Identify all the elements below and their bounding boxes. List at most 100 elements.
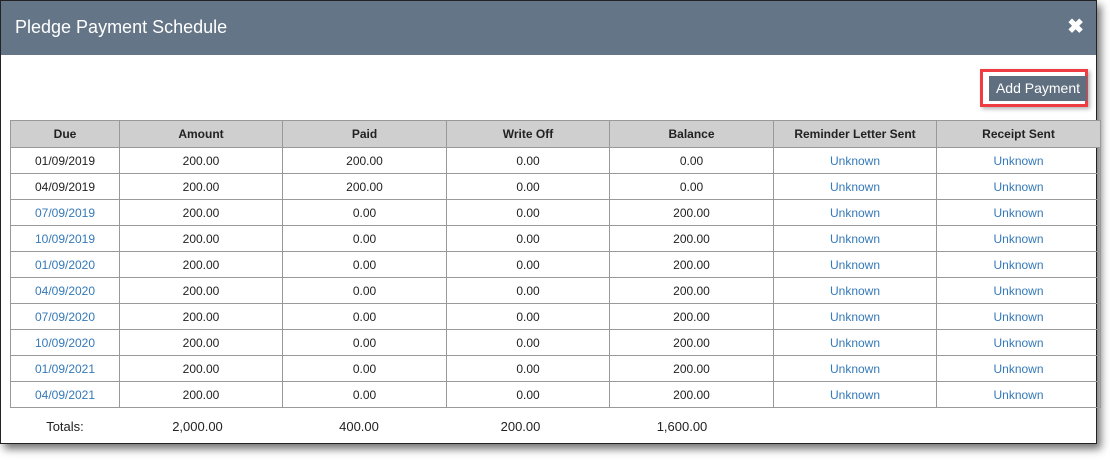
cell-due: 01/09/2020 — [10, 251, 120, 278]
receipt-link[interactable]: Unknown — [993, 309, 1044, 324]
receipt-link[interactable]: Unknown — [993, 335, 1044, 350]
cell-due: 01/09/2021 — [10, 355, 120, 382]
payment-schedule-table: Due Amount Paid Write Off Balance Reminder Le… — [10, 120, 1101, 408]
cell-balance: 0.00 — [609, 147, 774, 174]
reminder-link[interactable]: Unknown — [829, 309, 881, 324]
receipt-link[interactable]: Unknown — [993, 205, 1044, 220]
reminder-link[interactable]: Unknown — [829, 283, 881, 298]
column-header: Amount — [119, 120, 283, 148]
totals-balance: 1,600.00 — [656, 419, 708, 434]
cell-amount: 200.00 — [119, 251, 283, 278]
cell-balance: 0.00 — [609, 173, 774, 200]
reminder-link[interactable]: Unknown — [829, 205, 881, 220]
cell-write-off: 0.00 — [446, 199, 610, 226]
reminder-link[interactable]: Unknown — [829, 153, 881, 168]
totals-paid: 400.00 — [339, 419, 379, 434]
cell-reminder: Unknown — [773, 355, 937, 382]
cell-paid: 200.00 — [282, 173, 447, 200]
cell-amount: 200.00 — [119, 199, 283, 226]
cell-receipt: Unknown — [936, 329, 1101, 356]
cell-amount: 200.00 — [119, 329, 283, 356]
add-payment-button[interactable]: Add Payment — [989, 76, 1087, 101]
column-header: Write Off — [446, 120, 610, 148]
cell-amount: 200.00 — [119, 147, 283, 174]
reminder-link[interactable]: Unknown — [829, 387, 881, 402]
cell-paid: 200.00 — [282, 147, 447, 174]
receipt-link[interactable]: Unknown — [993, 283, 1044, 298]
table-row: 10/09/2020 200.00 0.00 0.00 200.00 Unknown Unk… — [10, 329, 1101, 356]
cell-due: 10/09/2020 — [10, 329, 120, 356]
dialog-title: Pledge Payment Schedule — [15, 17, 228, 37]
cell-write-off: 0.00 — [446, 329, 610, 356]
cell-reminder: Unknown — [773, 173, 937, 200]
reminder-link[interactable]: Unknown — [829, 335, 881, 350]
cell-receipt: Unknown — [936, 199, 1101, 226]
cell-reminder: Unknown — [773, 303, 937, 330]
cell-write-off: 0.00 — [446, 355, 610, 382]
due-link[interactable]: 10/09/2019 — [34, 231, 96, 246]
cell-receipt: Unknown — [936, 173, 1101, 200]
cell-reminder: Unknown — [773, 381, 937, 408]
cell-reminder: Unknown — [773, 225, 937, 252]
table-row: 04/09/2021 200.00 0.00 0.00 200.00 Unknown Unk… — [10, 381, 1101, 408]
due-link[interactable]: 01/09/2020 — [34, 257, 96, 272]
cell-reminder: Unknown — [773, 329, 937, 356]
cell-reminder: Unknown — [773, 251, 937, 278]
cell-write-off: 0.00 — [446, 381, 610, 408]
cell-write-off: 0.00 — [446, 277, 610, 304]
table-row: 07/09/2019 200.00 0.00 0.00 200.00 Unknown Unk… — [10, 199, 1101, 226]
cell-paid: 0.00 — [282, 303, 447, 330]
cell-due: 07/09/2019 — [10, 199, 120, 226]
cell-due: 07/09/2020 — [10, 303, 120, 330]
cell-receipt: Unknown — [936, 303, 1101, 330]
receipt-link[interactable]: Unknown — [993, 387, 1044, 402]
cell-paid: 0.00 — [282, 251, 447, 278]
cell-amount: 200.00 — [119, 173, 283, 200]
cell-balance: 200.00 — [609, 329, 774, 356]
cell-balance: 200.00 — [609, 199, 774, 226]
table-row: 04/09/2020 200.00 0.00 0.00 200.00 Unknown Unk… — [10, 277, 1101, 304]
totals-amount: 2,000.00 — [172, 419, 223, 434]
close-icon[interactable]: ✖ — [1067, 16, 1084, 38]
column-header: Due — [10, 120, 120, 148]
cell-receipt: Unknown — [936, 225, 1101, 252]
cell-balance: 200.00 — [609, 225, 774, 252]
cell-receipt: Unknown — [936, 147, 1101, 174]
cell-due: 01/09/2019 — [10, 147, 120, 174]
receipt-link[interactable]: Unknown — [993, 153, 1044, 168]
cell-paid: 0.00 — [282, 355, 447, 382]
due-link[interactable]: 01/09/2021 — [34, 361, 96, 376]
due-link[interactable]: 07/09/2019 — [34, 205, 96, 220]
receipt-link[interactable]: Unknown — [993, 231, 1044, 246]
cell-paid: 0.00 — [282, 277, 447, 304]
cell-write-off: 0.00 — [446, 251, 610, 278]
cell-receipt: Unknown — [936, 251, 1101, 278]
reminder-link[interactable]: Unknown — [829, 361, 881, 376]
cell-amount: 200.00 — [119, 225, 283, 252]
receipt-link[interactable]: Unknown — [993, 257, 1044, 272]
reminder-link[interactable]: Unknown — [829, 231, 881, 246]
due-link[interactable]: 10/09/2020 — [34, 335, 96, 350]
cell-reminder: Unknown — [773, 277, 937, 304]
cell-write-off: 0.00 — [446, 225, 610, 252]
cell-write-off: 0.00 — [446, 147, 610, 174]
cell-balance: 200.00 — [609, 381, 774, 408]
cell-amount: 200.00 — [119, 277, 283, 304]
due-link[interactable]: 04/09/2020 — [34, 283, 96, 298]
column-header: Reminder Letter Sent — [773, 120, 937, 148]
totals-label: Totals: — [46, 419, 84, 434]
due-link[interactable]: 04/09/2021 — [34, 387, 96, 402]
cell-reminder: Unknown — [773, 199, 937, 226]
reminder-link[interactable]: Unknown — [829, 257, 881, 272]
table-row: 04/09/2019 200.00 200.00 0.00 0.00 Unknown Unk… — [10, 173, 1101, 200]
cell-due: 04/09/2019 — [10, 173, 120, 200]
cell-write-off: 0.00 — [446, 303, 610, 330]
receipt-link[interactable]: Unknown — [993, 361, 1044, 376]
table-row: 01/09/2020 200.00 0.00 0.00 200.00 Unknown Unk… — [10, 251, 1101, 278]
cell-amount: 200.00 — [119, 303, 283, 330]
column-header: Paid — [282, 120, 447, 148]
receipt-link[interactable]: Unknown — [993, 179, 1044, 194]
due-link[interactable]: 07/09/2020 — [34, 309, 96, 324]
reminder-link[interactable]: Unknown — [829, 179, 881, 194]
cell-paid: 0.00 — [282, 329, 447, 356]
